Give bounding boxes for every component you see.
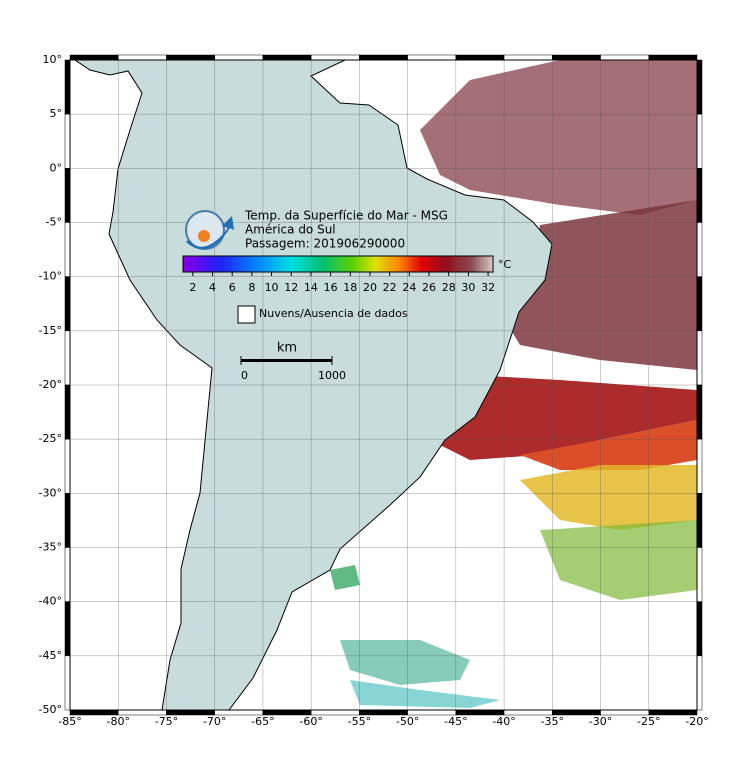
colorbar-tick-label: 2 — [189, 281, 196, 294]
frame-band — [696, 601, 703, 657]
colorbar-tick-label: 26 — [422, 281, 436, 294]
colorbar-tick-label: 14 — [304, 281, 318, 294]
lon-tick-label: -80° — [106, 715, 129, 728]
scale-tick-label: 0 — [241, 369, 248, 382]
lon-tick-label: -20° — [685, 715, 708, 728]
frame-band — [359, 54, 408, 61]
lat-tick-label: -35° — [39, 541, 62, 554]
lat-tick-label: 10° — [43, 53, 63, 66]
lat-tick-label: -20° — [39, 378, 62, 391]
frame-band — [64, 168, 71, 223]
frame-band — [310, 54, 360, 61]
frame-band — [166, 54, 215, 61]
lon-tick-label: -60° — [299, 715, 322, 728]
frame-band — [696, 547, 703, 602]
colorbar-tick-label: 12 — [284, 281, 298, 294]
frame-band — [64, 59, 71, 115]
scale-bar: 0 1000 — [240, 356, 346, 382]
frame-band — [64, 547, 71, 602]
frame-band — [262, 54, 312, 61]
frame-band — [696, 655, 703, 711]
frame-band — [600, 54, 650, 61]
frame-band — [214, 54, 264, 61]
colorbar-tick-label: 6 — [229, 281, 236, 294]
frame-band — [64, 493, 71, 548]
lon-tick-label: -40° — [492, 715, 515, 728]
frame-band — [696, 438, 703, 494]
legend-label: Nuvens/Ausencia de dados — [259, 307, 408, 320]
lon-tick-label: -45° — [444, 715, 467, 728]
frame-band — [552, 54, 601, 61]
frame-band — [64, 222, 71, 277]
frame-band — [64, 276, 71, 332]
title-line: América do Sul — [245, 223, 336, 237]
colorbar-tick-label: 20 — [363, 281, 377, 294]
lon-tick-label: -70° — [203, 715, 226, 728]
frame-band — [648, 54, 698, 61]
title-line: Temp. da Superfície do Mar - MSG — [244, 209, 448, 223]
frame-band — [696, 493, 703, 548]
map-frame — [69, 59, 698, 711]
frame-band — [64, 655, 71, 711]
lon-tick-label: -35° — [541, 715, 564, 728]
colorbar-tick-label: 28 — [442, 281, 456, 294]
colorbar-tick-label: 32 — [481, 281, 495, 294]
lon-tick-label: -50° — [396, 715, 419, 728]
lat-tick-label: -40° — [39, 595, 62, 608]
colorbar-tick-label: 18 — [343, 281, 357, 294]
lat-tick-label: -10° — [39, 270, 62, 283]
lat-tick-label: -25° — [39, 432, 62, 445]
logo — [185, 210, 234, 250]
colorbar-tick-label: 16 — [324, 281, 338, 294]
colorbar-unit: °C — [498, 258, 512, 271]
lat-tick-label: -50° — [39, 703, 62, 716]
lon-tick-label: -85° — [58, 715, 81, 728]
scale-bar-body — [241, 359, 332, 362]
frame-band — [64, 438, 71, 494]
frame-band — [696, 276, 703, 332]
lon-tick-label: -65° — [251, 715, 274, 728]
frame-band — [696, 330, 703, 386]
lon-tick-label: -30° — [589, 715, 612, 728]
legend-swatch — [237, 305, 256, 324]
frame-band — [64, 384, 71, 440]
frame-band — [503, 54, 553, 61]
lat-tick-label: -5° — [46, 216, 62, 229]
colorbar-tick-label: 10 — [265, 281, 279, 294]
scale-tick-label: 1000 — [318, 369, 346, 382]
lon-tick-label: -55° — [348, 715, 371, 728]
colorbar-tick-label: 30 — [461, 281, 475, 294]
lat-tick-label: 5° — [50, 107, 63, 120]
frame-band — [696, 59, 703, 115]
frame-band — [64, 113, 71, 169]
lon-tick-label: -75° — [155, 715, 178, 728]
lat-tick-label: -45° — [39, 649, 62, 662]
lat-tick-label: -15° — [39, 324, 62, 337]
frame-band — [696, 384, 703, 440]
scale-unit: km — [277, 341, 297, 356]
colorbar-tick-label: 24 — [402, 281, 416, 294]
frame-band — [69, 54, 119, 61]
colorbar-tick-label: 8 — [248, 281, 255, 294]
lat-tick-label: -30° — [39, 486, 62, 499]
frame-band — [696, 168, 703, 223]
frame-band — [407, 54, 457, 61]
frame-band — [64, 330, 71, 386]
axes: -85° -80° -75° -70° -65° -60° -55° -50° -45° -40°… — [39, 53, 709, 728]
frame-band — [117, 54, 167, 61]
lat-tick-label: 0° — [50, 161, 63, 174]
frame-band — [64, 601, 71, 657]
frame-band — [696, 113, 703, 169]
colorbar-tick-label: 22 — [383, 281, 397, 294]
colorbar-tick-label: 4 — [209, 281, 216, 294]
colorbar — [182, 255, 494, 273]
frame-band — [696, 222, 703, 277]
title-line: Passagem: 201906290000 — [245, 237, 405, 251]
frame-band — [455, 54, 505, 61]
lon-tick-label: -25° — [637, 715, 660, 728]
